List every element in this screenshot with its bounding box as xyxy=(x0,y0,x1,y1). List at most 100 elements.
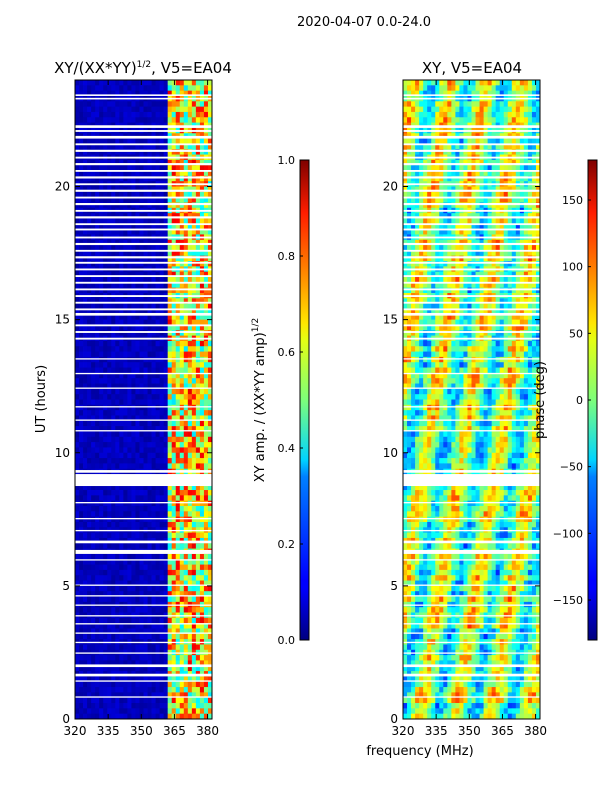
heat-cell xyxy=(203,575,209,581)
heat-cell xyxy=(79,362,84,368)
heat-cell xyxy=(171,80,177,86)
heat-cell xyxy=(159,596,165,603)
heat-cell xyxy=(103,319,108,326)
heat-cell xyxy=(99,277,104,283)
heat-cell xyxy=(183,415,189,422)
heat-cell xyxy=(159,282,165,289)
heat-cell xyxy=(103,351,108,358)
heat-cell xyxy=(155,170,161,177)
heat-cell xyxy=(203,330,209,336)
heat-cell xyxy=(87,388,92,395)
heat-cell xyxy=(87,436,92,443)
heat-cell xyxy=(123,250,128,257)
heat-cell xyxy=(131,697,136,704)
heat-cell xyxy=(183,644,189,651)
heat-cell xyxy=(155,495,161,502)
heat-cell xyxy=(163,303,169,310)
heat-cell xyxy=(95,681,100,688)
heat-cell xyxy=(523,138,529,145)
heat-cell xyxy=(207,585,213,592)
heat-cell xyxy=(183,607,189,613)
heat-cell xyxy=(451,165,456,171)
heat-cell xyxy=(103,277,108,283)
heat-cell xyxy=(207,340,213,347)
heat-cell xyxy=(195,324,201,331)
heat-cell xyxy=(155,516,161,523)
heat-cell xyxy=(79,319,84,326)
heat-cell xyxy=(175,308,181,315)
heat-cell xyxy=(179,580,185,587)
heat-cell xyxy=(203,356,209,363)
heat-cell xyxy=(91,713,96,720)
flagged-band xyxy=(75,228,212,231)
heat-cell xyxy=(203,452,209,459)
heat-cell xyxy=(163,410,169,416)
heat-cell xyxy=(139,186,144,193)
heat-cell xyxy=(191,186,197,193)
heat-cell xyxy=(183,223,189,230)
heat-cell xyxy=(95,330,100,336)
heat-cell xyxy=(99,186,104,193)
heat-cell xyxy=(407,90,412,97)
heat-cell xyxy=(123,111,128,118)
heat-cell xyxy=(171,420,177,427)
heat-cell xyxy=(103,569,108,576)
heat-cell xyxy=(79,436,84,443)
heat-cell xyxy=(147,191,152,198)
heat-cell xyxy=(139,191,144,198)
heat-cell xyxy=(183,85,189,92)
heat-cell xyxy=(123,420,128,427)
heat-cell xyxy=(203,426,209,432)
heat-cell xyxy=(163,553,169,560)
heat-cell xyxy=(79,532,84,539)
heat-cell xyxy=(79,420,84,427)
heat-cell xyxy=(155,703,161,709)
heat-cell xyxy=(467,175,472,182)
heat-cell xyxy=(483,85,489,92)
heat-cell xyxy=(79,458,84,464)
heat-cell xyxy=(155,404,161,411)
heat-cell xyxy=(171,575,177,581)
heat-cell xyxy=(163,559,169,565)
heat-cell xyxy=(147,564,152,571)
heat-cell xyxy=(87,452,92,459)
heat-cell xyxy=(455,197,460,203)
heat-cell xyxy=(147,346,152,352)
heat-cell xyxy=(107,490,112,496)
heat-cell xyxy=(183,117,189,124)
heat-cell xyxy=(95,90,100,97)
heat-cell xyxy=(115,585,120,592)
heat-cell xyxy=(207,442,213,448)
heat-cell xyxy=(175,340,181,347)
heat-cell xyxy=(199,202,205,209)
heat-cell xyxy=(79,271,84,278)
heat-cell xyxy=(443,85,448,92)
heat-cell xyxy=(83,447,88,454)
heat-cell xyxy=(123,484,128,491)
heat-cell xyxy=(99,404,104,411)
heat-cell xyxy=(123,628,128,635)
heat-cell xyxy=(203,303,209,310)
heat-cell xyxy=(463,117,468,124)
heat-cell xyxy=(75,191,80,198)
heat-cell xyxy=(507,143,513,150)
heat-cell xyxy=(491,143,497,150)
heat-cell xyxy=(135,245,140,251)
heat-cell xyxy=(179,543,185,550)
heat-cell xyxy=(183,138,189,145)
heat-cell xyxy=(119,287,124,294)
heat-cell xyxy=(499,191,505,198)
heat-cell xyxy=(135,282,140,289)
flagged-band xyxy=(75,256,212,259)
heat-cell xyxy=(87,324,92,331)
heat-cell xyxy=(75,665,80,672)
heat-cell xyxy=(207,687,213,693)
heat-cell xyxy=(107,351,112,358)
heat-cell xyxy=(103,367,108,374)
heat-cell xyxy=(83,351,88,358)
heat-cell xyxy=(431,149,436,155)
heat-cell xyxy=(163,532,169,539)
heat-cell xyxy=(139,117,144,124)
heat-cell xyxy=(83,170,88,177)
heat-cell xyxy=(479,202,484,209)
